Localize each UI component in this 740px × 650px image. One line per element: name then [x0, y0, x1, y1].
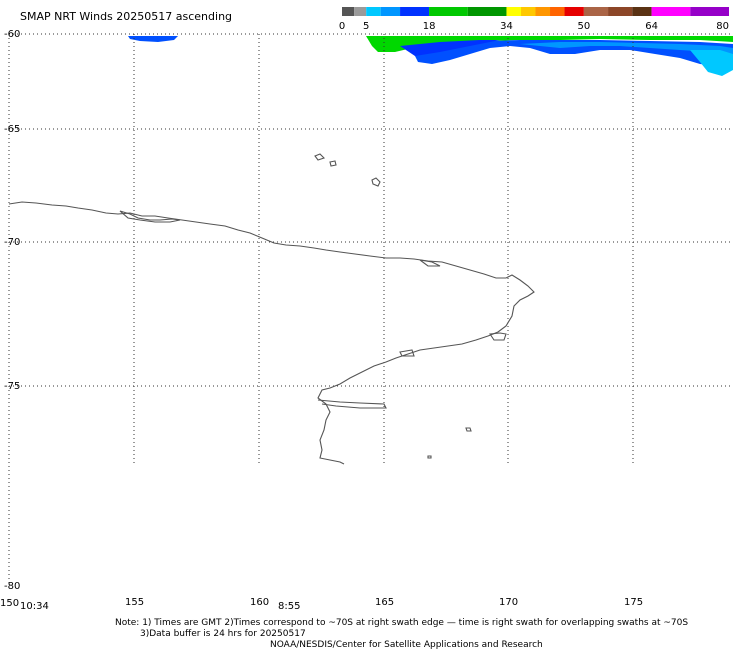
colorbar-tick-label: 50: [578, 21, 591, 32]
lon-label-165: 165: [375, 597, 394, 608]
lon-label-170: 170: [499, 597, 518, 608]
colorbar-segment: [608, 7, 633, 16]
lat-label-60: -60: [4, 29, 20, 40]
graticule: [8, 33, 733, 586]
colorbar-segment: [380, 7, 401, 16]
credit-line: NOAA/NESDIS/Center for Satellite Applica…: [270, 640, 543, 650]
note-line-1: Note: 1) Times are GMT 2)Times correspon…: [115, 618, 688, 628]
lon-label-160: 160: [250, 597, 269, 608]
colorbar-tick-label: 64: [645, 21, 658, 32]
lon-label-175: 175: [624, 597, 643, 608]
wind-speed-colorbar: [342, 7, 729, 16]
colorbar-segment: [400, 7, 430, 16]
colorbar-segment: [583, 7, 609, 16]
wind-swath-left: [128, 36, 178, 42]
colorbar-segment: [520, 7, 536, 16]
colorbar-tick-label: 0: [339, 21, 345, 32]
colorbar-segment: [354, 7, 367, 16]
lat-label-65: -65: [4, 124, 20, 135]
colorbar-segment: [550, 7, 565, 16]
lat-label-75: -75: [4, 381, 20, 392]
colorbar-segment: [690, 7, 729, 16]
colorbar-segment: [366, 7, 381, 16]
longitude-labels: 150 155 160 165 170 175: [0, 597, 643, 609]
colorbar-tick-label: 5: [363, 21, 369, 32]
lat-label-70: -70: [4, 237, 20, 248]
latitude-labels: -60 -65 -70 -75 -80: [4, 29, 20, 592]
colorbar-tick-label: 34: [500, 21, 513, 32]
colorbar-segment: [342, 7, 355, 16]
coastline: [8, 153, 535, 465]
lon-label-155: 155: [125, 597, 144, 608]
swath-time-left: 10:34: [20, 601, 49, 612]
colorbar-segment: [535, 7, 551, 16]
map-title: SMAP NRT Winds 20250517 ascending: [20, 10, 232, 23]
swath-time-right: 8:55: [278, 601, 300, 612]
note-line-2: 3)Data buffer is 24 hrs for 20250517: [140, 629, 306, 639]
wind-swath-right: [366, 36, 733, 76]
colorbar-segment: [651, 7, 691, 16]
lat-label-80: -80: [4, 581, 20, 592]
lon-label-150: 150: [0, 598, 19, 609]
colorbar-tick-label: 80: [716, 21, 729, 32]
colorbar-tick-label: 18: [423, 21, 436, 32]
colorbar-segment: [467, 7, 507, 16]
colorbar-segment: [429, 7, 468, 16]
colorbar-segment: [506, 7, 521, 16]
colorbar-tick-labels: 0 5 18 34 50 64 80: [339, 21, 729, 32]
colorbar-segment: [564, 7, 584, 16]
colorbar-segment: [632, 7, 652, 16]
